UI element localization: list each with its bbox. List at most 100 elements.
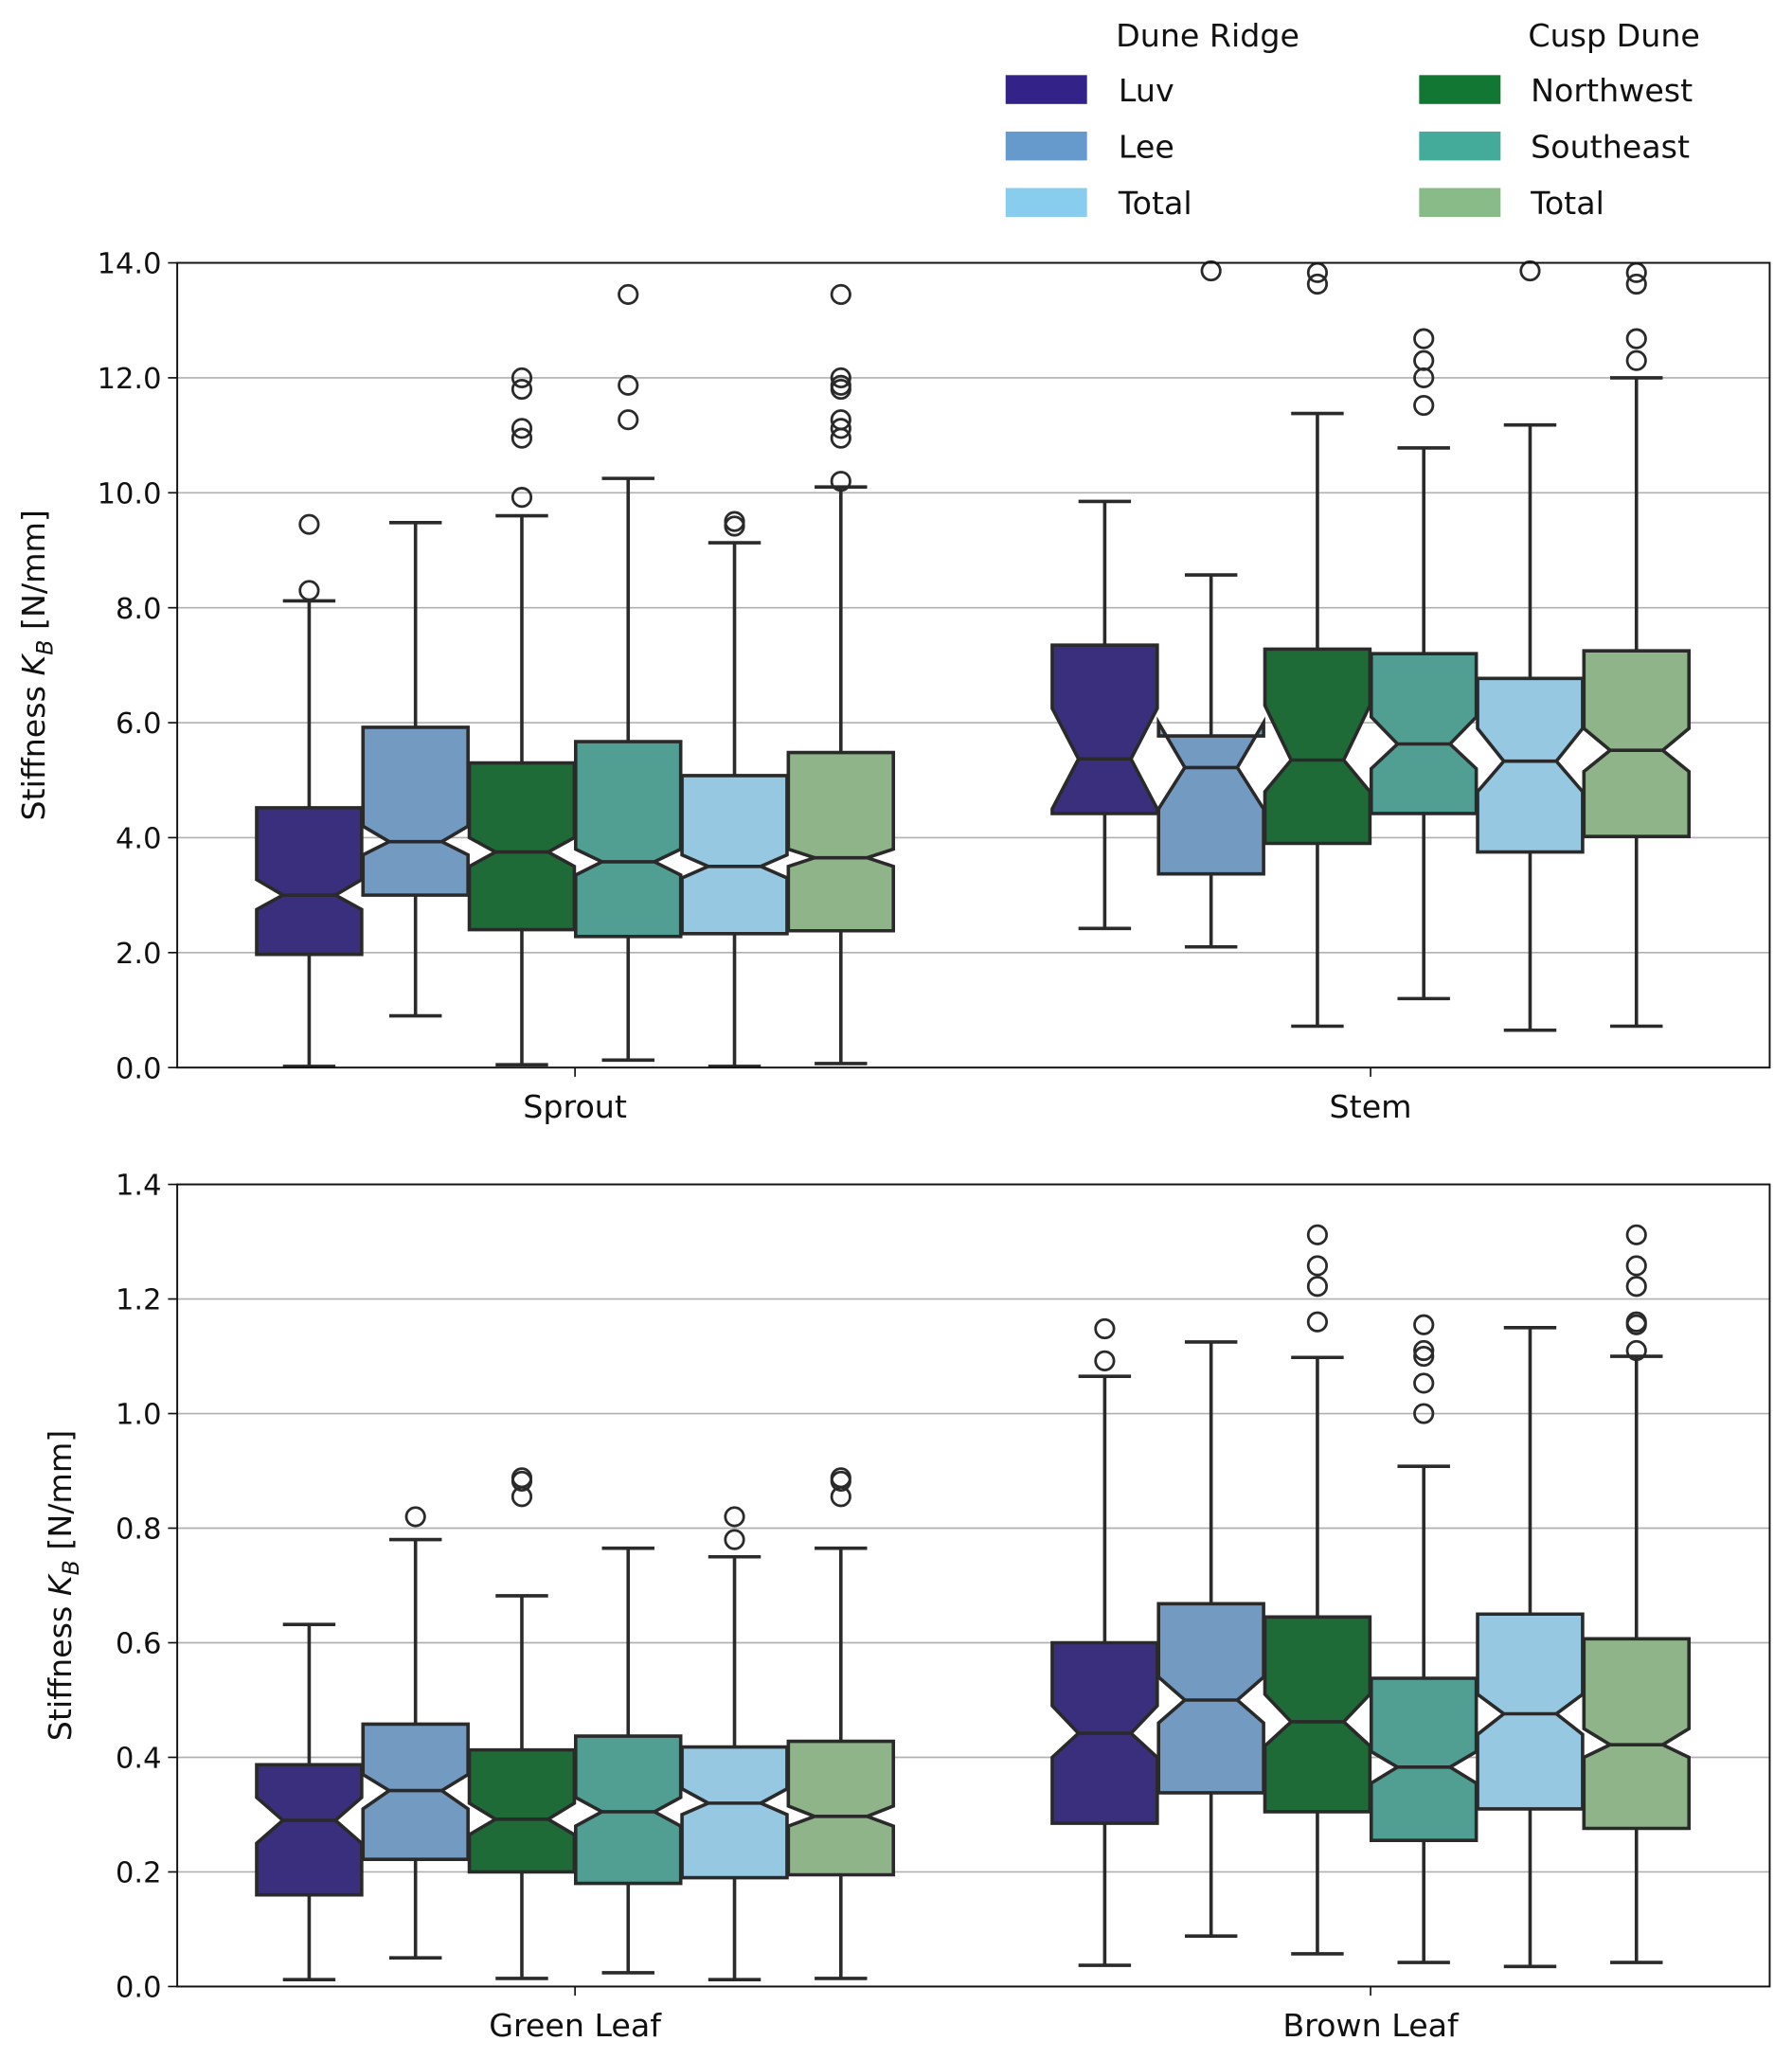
box-dune-ridge-total — [1476, 260, 1585, 1032]
box-luv — [255, 513, 364, 1068]
outlier-point — [1413, 1403, 1435, 1424]
y-tick-label: 4.0 — [116, 823, 161, 856]
y-tick-label: 0.8 — [116, 1513, 161, 1547]
box-body — [1476, 1612, 1585, 1811]
y-tick-label: 14.0 — [98, 248, 162, 281]
outlier-point — [830, 283, 851, 305]
x-tick-label: Sprout — [523, 1088, 627, 1125]
y-axis-label: Stiffness KB [N/mm] — [15, 510, 58, 820]
box-luv — [1050, 499, 1159, 931]
legend-label: Southeast — [1531, 129, 1690, 166]
box-body — [573, 740, 683, 939]
chart-panel: 0.0 0.2 0.4 0.6 0.8 1.0 1.2 1.4 Stiffness KB [N/… — [42, 1170, 1771, 2044]
outlier-point — [1306, 1276, 1329, 1298]
outlier-point — [1413, 1339, 1435, 1362]
y-tick-label: 1.0 — [116, 1399, 161, 1432]
box-body — [680, 1745, 789, 1880]
box-body — [573, 1734, 683, 1886]
outlier-point — [511, 367, 533, 388]
outlier-point — [1625, 349, 1647, 371]
outlier-point — [830, 418, 851, 439]
legend-swatch — [1419, 131, 1501, 161]
outlier-point — [1094, 1350, 1116, 1371]
box-northwest — [1263, 1224, 1372, 1956]
legend-swatch — [1005, 188, 1087, 218]
box-dune-ridge-total — [1476, 1325, 1585, 1969]
y-tick-label: 0.0 — [116, 1972, 161, 2005]
y-tick-label: 0.4 — [116, 1743, 161, 1776]
box-cusp-dune-total — [1582, 261, 1691, 1029]
outlier-point — [1306, 261, 1329, 283]
outlier-point — [1413, 1372, 1435, 1394]
legend-label: Northwest — [1531, 72, 1693, 109]
y-tick-label: 12.0 — [98, 363, 162, 396]
outlier-point — [1625, 1276, 1647, 1298]
outlier-point — [511, 378, 533, 401]
box-body — [467, 761, 577, 932]
outlier-point — [618, 374, 639, 396]
legend-title: Dune Ridge — [1116, 17, 1299, 54]
outlier-point — [1519, 260, 1541, 282]
outlier-point — [1413, 328, 1435, 349]
outlier-point — [1306, 1224, 1329, 1245]
outlier-point — [830, 367, 851, 388]
outlier-point — [1413, 349, 1435, 371]
box-lee — [361, 1506, 470, 1961]
outlier-point — [1200, 260, 1222, 282]
outlier-point — [1413, 394, 1435, 417]
legend-swatch — [1005, 131, 1087, 161]
box-lee — [361, 521, 470, 1018]
box-body — [1476, 676, 1585, 854]
box-body — [1582, 1637, 1691, 1831]
box-body — [786, 750, 896, 933]
outlier-point — [830, 471, 851, 492]
outlier-point — [1306, 1311, 1329, 1333]
outlier-point — [511, 418, 533, 439]
y-tick-label: 0.6 — [116, 1628, 161, 1661]
box-luv — [255, 1622, 364, 1981]
box-southeast — [1369, 328, 1478, 1001]
outlier-point — [511, 1467, 533, 1489]
box-northwest — [467, 367, 577, 1066]
outlier-point — [298, 580, 320, 601]
box-dune-ridge-total — [680, 510, 789, 1068]
y-tick-label: 1.2 — [116, 1284, 161, 1317]
y-axis-label: Stiffness KB [N/mm] — [42, 1430, 84, 1741]
y-tick-label: 0.2 — [116, 1857, 161, 1890]
box-cusp-dune-total — [786, 1467, 896, 1980]
outlier-point — [1625, 1339, 1647, 1362]
box-lee — [1156, 260, 1265, 949]
outlier-point — [618, 409, 639, 431]
legend: Dune Ridge Luv Lee Total Cusp Dune Northwest S… — [1005, 17, 1700, 222]
box-dune-ridge-total — [680, 1506, 789, 1981]
box-cusp-dune-total — [1582, 1224, 1691, 1964]
outlier-point — [724, 510, 745, 532]
y-tick-label: 10.0 — [98, 477, 162, 510]
legend-swatch — [1419, 188, 1501, 218]
box-body — [1050, 643, 1159, 815]
legend-label: Lee — [1119, 129, 1174, 166]
box-body — [1156, 1602, 1265, 1795]
chart-panel: 0.0 2.0 4.0 6.0 8.0 10.0 12.0 14.0 Stiffness KB … — [15, 248, 1771, 1125]
box-body — [1369, 1676, 1478, 1842]
outlier-point — [511, 427, 533, 449]
outlier-point — [830, 374, 851, 396]
outlier-point — [1625, 1224, 1647, 1245]
legend-label: Total — [1530, 185, 1604, 222]
box-cusp-dune-total — [786, 283, 896, 1065]
outlier-point — [724, 1529, 745, 1550]
x-tick-label: Brown Leaf — [1282, 2007, 1460, 2044]
legend-swatch — [1419, 75, 1501, 104]
outlier-point — [724, 1506, 745, 1528]
box-body — [255, 806, 364, 957]
outlier-point — [1625, 273, 1647, 295]
legend-label: Total — [1118, 185, 1192, 222]
box-body — [1369, 652, 1478, 815]
outlier-point — [404, 1506, 426, 1528]
legend-swatch — [1005, 75, 1087, 104]
y-tick-label: 0.0 — [116, 1052, 161, 1085]
box-southeast — [573, 1546, 683, 1975]
box-lee — [1156, 1340, 1265, 1939]
box-body — [1156, 716, 1265, 876]
